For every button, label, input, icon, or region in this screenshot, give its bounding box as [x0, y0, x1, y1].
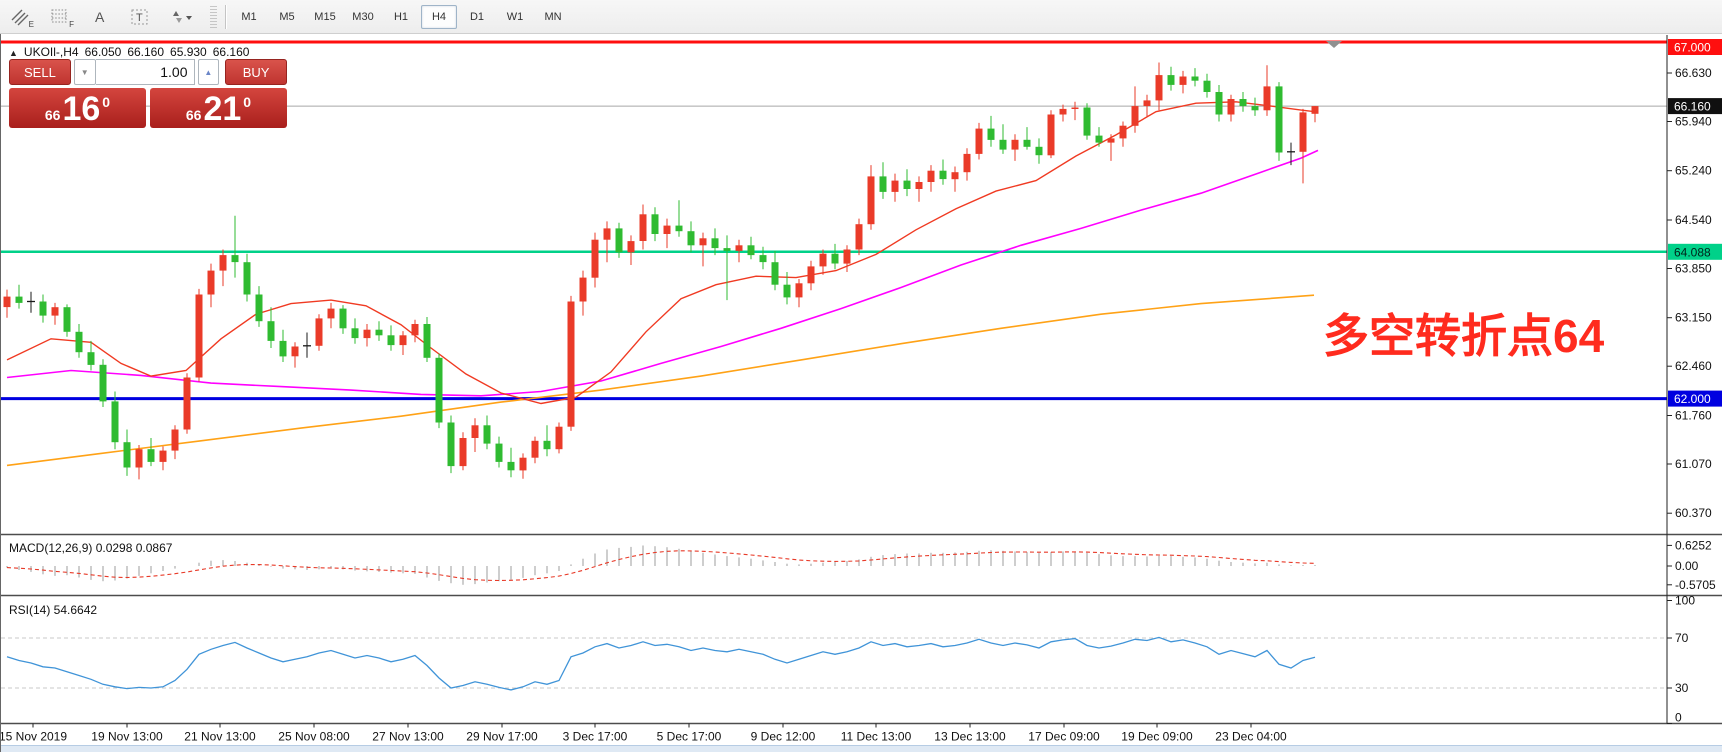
ask-superscript: 0: [243, 94, 252, 110]
rsi-line: [6, 636, 1316, 691]
timeframe-button-w1[interactable]: W1: [506, 10, 524, 23]
svg-text:5 Dec 17:00: 5 Dec 17:00: [657, 730, 722, 744]
svg-text:27 Nov 13:00: 27 Nov 13:00: [372, 730, 444, 744]
svg-text:19 Nov 13:00: 19 Nov 13:00: [91, 730, 163, 744]
bid-prefix: 66: [44, 107, 61, 123]
macd-label: MACD(12,26,9) 0.0298 0.0867: [9, 541, 173, 555]
svg-text:29 Nov 17:00: 29 Nov 17:00: [466, 730, 538, 744]
ask-prefix: 66: [185, 107, 202, 123]
ma-fast-line: [6, 101, 1316, 405]
candlestick-series: [3, 62, 1319, 480]
sell-button[interactable]: SELL: [9, 59, 71, 85]
svg-text:61.070: 61.070: [1675, 457, 1712, 471]
rsi-label: RSI(14) 54.6642: [9, 603, 97, 617]
macd-axis-label: 0.6252: [1675, 538, 1712, 552]
chart-canvas[interactable]: 多空转折点64 66.630 65.940 65.240 64.540 63.850 63.…: [1, 34, 1722, 752]
timeframe-button-h4[interactable]: H4: [421, 4, 457, 29]
toolbar-separator: [225, 4, 226, 29]
timeframe-button-d1[interactable]: D1: [469, 10, 485, 23]
svg-text:23 Dec 04:00: 23 Dec 04:00: [1215, 730, 1287, 744]
rsi-axis-label: 100: [1675, 594, 1695, 608]
annotation-text: 多空转折点64: [1323, 310, 1605, 362]
macd-axis-label: 0.00: [1675, 559, 1699, 573]
timeframe-button-m30[interactable]: M30: [352, 10, 374, 23]
volume-down-stepper[interactable]: ▼: [73, 59, 96, 85]
timeframe-button-m15[interactable]: M15: [314, 10, 336, 23]
price-axis-labels: 66.630 65.940 65.240 64.540 63.850 63.150 62.4…: [1667, 66, 1712, 520]
time-axis-labels: 15 Nov 2019 19 Nov 13:00 21 Nov 13:00 25 No…: [1, 723, 1287, 744]
price-badge-64.088: 64.088: [1668, 243, 1722, 260]
crosshatch-draw-tool-icon[interactable]: E: [2, 3, 38, 31]
svg-text:T: T: [136, 12, 143, 24]
svg-text:66.630: 66.630: [1675, 66, 1712, 80]
toolbar-grip-handle[interactable]: [210, 5, 217, 28]
svg-text:9 Dec 12:00: 9 Dec 12:00: [751, 730, 816, 744]
close-value: 66.160: [212, 45, 250, 59]
svg-text:A: A: [95, 9, 105, 25]
status-bar-edge: [1, 746, 1722, 752]
timeframe-button-m5[interactable]: M5: [279, 10, 295, 23]
svg-text:21 Nov 13:00: 21 Nov 13:00: [184, 730, 256, 744]
svg-text:60.370: 60.370: [1675, 506, 1712, 520]
ask-big-digits: 21: [203, 90, 242, 128]
bid-superscript: 0: [102, 94, 111, 110]
svg-text:61.760: 61.760: [1675, 409, 1712, 423]
ma-slow-line: [6, 294, 1315, 467]
symbol-name: UKOIl-,H4: [23, 45, 79, 59]
svg-text:62.460: 62.460: [1675, 359, 1712, 373]
rsi-axis-label: 0: [1675, 711, 1682, 725]
chart-area[interactable]: 多空转折点64 66.630 65.940 65.240 64.540 63.850 63.…: [0, 34, 1722, 752]
svg-text:63.150: 63.150: [1675, 311, 1712, 325]
svg-text:67.000: 67.000: [1674, 41, 1711, 55]
bid-big-digits: 16: [62, 90, 101, 128]
volume-up-stepper[interactable]: ▲: [197, 59, 220, 85]
ask-price-display[interactable]: 66 21 0: [150, 88, 287, 128]
chart-shift-marker-icon[interactable]: [1326, 41, 1342, 48]
trade-panel-collapse-icon[interactable]: ▲: [9, 48, 18, 58]
price-badge-66.160: 66.160: [1668, 98, 1722, 115]
arrange-objects-tool-icon[interactable]: [162, 3, 198, 31]
high-value: 66.160: [127, 45, 165, 59]
svg-text:63.850: 63.850: [1675, 262, 1712, 276]
svg-text:17 Dec 09:00: 17 Dec 09:00: [1028, 730, 1100, 744]
svg-text:19 Dec 09:00: 19 Dec 09:00: [1121, 730, 1193, 744]
svg-text:65.240: 65.240: [1675, 164, 1712, 178]
text-label-tool-icon[interactable]: A: [82, 3, 118, 31]
ma-mid-line: [6, 149, 1319, 397]
rsi-axis-label: 30: [1675, 681, 1689, 695]
svg-text:15 Nov 2019: 15 Nov 2019: [1, 730, 67, 744]
price-badge-67.000: 67.000: [1668, 39, 1722, 55]
buy-button[interactable]: BUY: [225, 59, 287, 85]
svg-text:3 Dec 17:00: 3 Dec 17:00: [563, 730, 628, 744]
open-value: 66.050: [84, 45, 122, 59]
rsi-axis-label: 70: [1675, 631, 1689, 645]
symbol-ohlc-line: ▲ UKOIl-,H4 66.050 66.160 65.930 66.160: [9, 45, 249, 59]
svg-text:64.540: 64.540: [1675, 213, 1712, 227]
timeframe-button-mn[interactable]: MN: [544, 10, 562, 23]
timeframe-button-h1[interactable]: H1: [393, 10, 409, 23]
one-click-trade-panel: SELL ▼ ▲ BUY 66 16 0 66 21 0: [9, 59, 287, 128]
svg-text:11 Dec 13:00: 11 Dec 13:00: [841, 730, 912, 744]
timeframe-buttons-group: M1 M5 M15 M30 H1 H4 D1 W1 MN: [230, 0, 572, 33]
grid-draw-tool-icon[interactable]: F: [42, 3, 78, 31]
macd-histogram: [6, 545, 1316, 585]
price-badge-62.000: 62.000: [1668, 390, 1722, 407]
svg-text:65.940: 65.940: [1675, 115, 1712, 129]
svg-text:25 Nov 08:00: 25 Nov 08:00: [278, 730, 350, 744]
svg-text:64.088: 64.088: [1674, 245, 1711, 259]
low-value: 65.930: [170, 45, 207, 59]
timeframe-button-m1[interactable]: M1: [241, 10, 257, 23]
svg-text:62.000: 62.000: [1674, 392, 1711, 406]
svg-text:66.160: 66.160: [1674, 100, 1711, 114]
svg-text:13 Dec 13:00: 13 Dec 13:00: [934, 730, 1006, 744]
bid-price-display[interactable]: 66 16 0: [9, 88, 146, 128]
text-box-tool-icon[interactable]: T: [122, 3, 158, 31]
macd-signal-line: [6, 550, 1316, 582]
macd-axis-label: -0.5705: [1675, 578, 1716, 592]
volume-input[interactable]: [95, 59, 195, 85]
